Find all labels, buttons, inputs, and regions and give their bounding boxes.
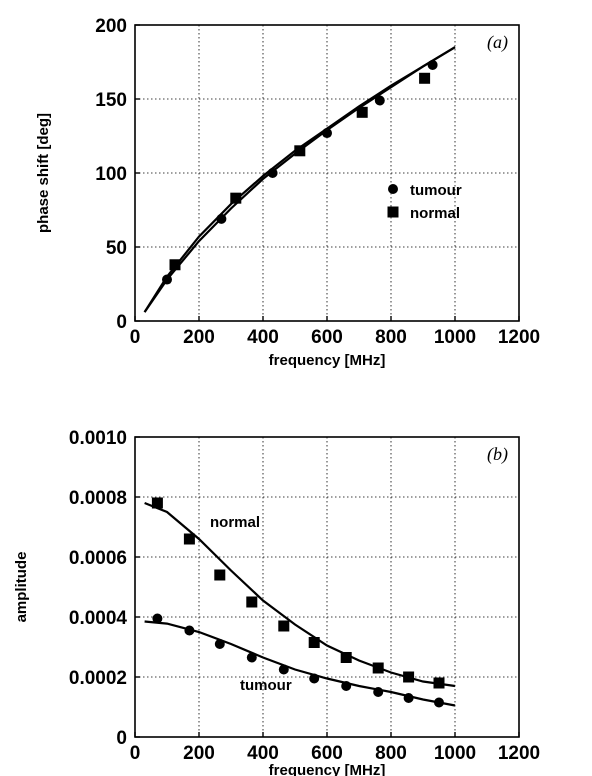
data-point-tumour: [216, 213, 227, 224]
panel-label: (a): [487, 32, 508, 53]
y-tick-label: 0: [116, 312, 127, 333]
data-point-tumour: [373, 687, 384, 697]
legend-marker-normal: [387, 206, 399, 218]
data-point-normal: [356, 106, 368, 118]
x-tick-label: 600: [311, 327, 343, 348]
data-point-normal: [433, 677, 445, 689]
annotation-normal: normal: [210, 514, 260, 531]
data-point-normal: [230, 192, 242, 204]
y-tick-label: 200: [95, 16, 127, 37]
y-tick-label: 50: [106, 238, 127, 259]
y-axis-label: amplitude: [13, 552, 30, 623]
data-point-tumour: [322, 128, 332, 139]
data-point-tumour: [278, 664, 289, 675]
data-point-tumour: [403, 693, 414, 703]
y-tick-label: 0.0008: [69, 488, 127, 509]
y-tick-label: 0.0010: [69, 428, 127, 449]
data-point-normal: [340, 652, 352, 663]
panel-a-phase-shift-chart: 0 200 400 600 800 1000 1200 0 50 100 150 200 frequen…: [35, 16, 540, 369]
data-point-tumour: [184, 625, 195, 636]
x-tick-label: 0: [130, 327, 141, 348]
x-tick-label: 200: [183, 327, 215, 348]
y-tick-label: 0.0002: [69, 668, 127, 689]
data-point-tumour: [267, 168, 278, 178]
data-point-normal: [403, 671, 415, 683]
data-point-normal: [183, 533, 195, 545]
y-tick-label: 150: [95, 90, 127, 111]
fit-curve-model-1: [143, 46, 456, 313]
x-tick-label: 400: [247, 327, 279, 348]
data-point-tumour: [374, 95, 385, 106]
x-tick-label: 0: [130, 743, 141, 764]
x-tick-label: 1000: [434, 743, 476, 764]
data-point-normal: [372, 662, 384, 674]
data-point-normal: [294, 145, 306, 157]
x-tick-label: 1200: [498, 743, 540, 764]
data-point-normal: [246, 596, 258, 608]
x-tick-label: 400: [247, 743, 279, 764]
data-point-tumour: [341, 681, 352, 691]
x-tick-label: 800: [375, 743, 407, 764]
legend-label-normal: normal: [410, 205, 460, 222]
data-point-tumour: [214, 639, 225, 649]
data-point-normal: [169, 259, 181, 271]
legend-marker-tumour: [388, 184, 398, 194]
x-tick-label: 600: [311, 743, 343, 764]
x-tick-label: 200: [183, 743, 215, 764]
data-point-tumour: [309, 673, 320, 684]
fit-curve-normal: [144, 501, 456, 688]
data-point-tumour: [162, 274, 172, 285]
y-tick-label: 0.0004: [69, 608, 128, 629]
y-tick-label: 0: [116, 728, 127, 749]
data-point-normal: [278, 620, 290, 632]
data-point-normal: [151, 497, 163, 509]
x-tick-label: 1000: [434, 327, 476, 348]
x-tick-label: 800: [375, 327, 407, 348]
fit-curve-model-2: [143, 46, 456, 313]
x-tick-label: 1200: [498, 327, 540, 348]
legend-label-tumour: tumour: [410, 182, 462, 199]
data-point-tumour: [427, 59, 438, 70]
data-point-tumour: [434, 697, 444, 708]
x-axis-label: frequency [MHz]: [269, 352, 386, 369]
panel-b-amplitude-chart: 0 200 400 600 800 1000 1200 0 0.0002 0.0004 0.0006…: [13, 428, 540, 776]
data-point-tumour: [246, 652, 257, 663]
y-tick-label: 100: [95, 164, 127, 185]
data-point-normal: [419, 72, 431, 84]
panel-label: (b): [487, 444, 508, 465]
x-axis-label: frequency [MHz]: [269, 762, 386, 776]
y-axis-label: phase shift [deg]: [35, 113, 52, 233]
data-point-tumour: [152, 613, 163, 624]
data-point-normal: [214, 569, 226, 581]
y-tick-label: 0.0006: [69, 548, 127, 569]
data-point-normal: [308, 637, 320, 648]
annotation-tumour: tumour: [240, 677, 292, 694]
